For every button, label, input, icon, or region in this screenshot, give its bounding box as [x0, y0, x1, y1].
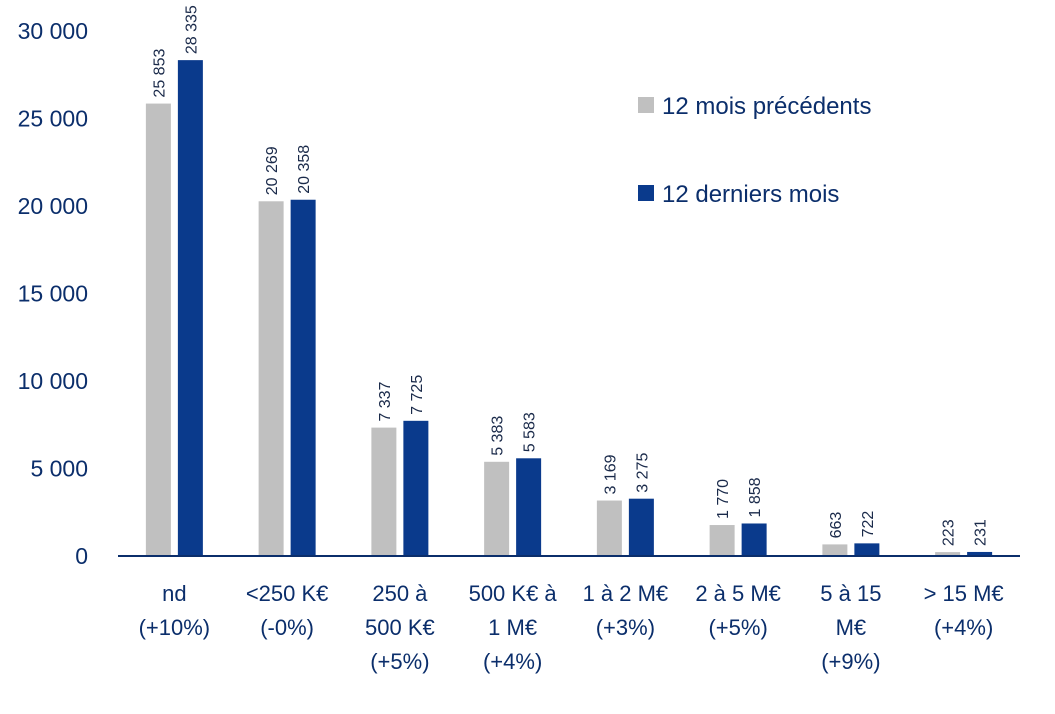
data-label: 20 269	[264, 146, 281, 195]
category-label: 250 à 500 K€ (+5%)	[365, 581, 435, 674]
data-label: 7 337	[377, 381, 394, 421]
data-label: 7 725	[409, 375, 426, 415]
y-axis: 0 5 000 10 000 15 000 20 000 25 000 30 000	[18, 18, 88, 569]
legend-swatch	[638, 97, 654, 113]
data-label: 3 169	[602, 454, 619, 494]
bar-last-12-months	[628, 498, 654, 556]
category-label: nd (+10%)	[139, 581, 211, 640]
bar-last-12-months	[741, 523, 767, 556]
bar-last-12-months	[967, 551, 993, 556]
data-labels: 25 853 28 335 20 269 20 358 7 337 7 725 5 383 5…	[151, 5, 989, 546]
data-label: 28 335	[183, 5, 200, 54]
y-tick-label: 10 000	[18, 368, 88, 394]
bar-previous-12-months	[484, 461, 510, 556]
y-tick-label: 5 000	[30, 456, 88, 482]
data-label: 663	[828, 512, 845, 539]
data-label: 722	[860, 511, 877, 538]
y-tick-label: 20 000	[18, 193, 88, 219]
data-label: 20 358	[296, 145, 313, 194]
bar-previous-12-months	[709, 525, 735, 556]
category-label: 2 à 5 M€ (+5%)	[695, 581, 781, 640]
bar-last-12-months	[403, 420, 429, 556]
legend: 12 mois précédents 12 derniers mois	[638, 93, 871, 208]
bar-last-12-months	[290, 199, 316, 557]
bar-previous-12-months	[596, 500, 622, 556]
bar-previous-12-months	[258, 201, 284, 557]
data-label: 1 770	[715, 479, 732, 519]
y-tick-label: 25 000	[18, 106, 88, 132]
bar-previous-12-months	[145, 103, 171, 556]
bar-previous-12-months	[371, 427, 397, 556]
data-label: 5 383	[490, 416, 507, 456]
category-label: > 15 M€ (+4%)	[924, 581, 1004, 640]
bar-previous-12-months	[822, 544, 848, 556]
y-tick-label: 0	[75, 543, 88, 569]
y-tick-label: 30 000	[18, 18, 88, 44]
data-label: 231	[973, 519, 990, 546]
bar-last-12-months	[516, 458, 542, 556]
data-label: 1 858	[747, 477, 764, 517]
legend-label: 12 derniers mois	[662, 181, 839, 208]
category-label: <250 K€ (-0%)	[246, 581, 329, 640]
bar-last-12-months	[854, 543, 880, 556]
category-label: 5 à 15 M€ (+9%)	[820, 581, 881, 674]
data-label: 3 275	[634, 453, 651, 493]
data-label: 223	[941, 519, 958, 546]
bar-last-12-months	[177, 60, 203, 556]
y-tick-label: 15 000	[18, 281, 88, 307]
bar-previous-12-months	[935, 552, 961, 556]
legend-swatch	[638, 185, 654, 201]
data-label: 25 853	[151, 49, 168, 98]
legend-label: 12 mois précédents	[662, 93, 871, 120]
bars	[145, 60, 993, 557]
category-label: 1 à 2 M€ (+3%)	[583, 581, 669, 640]
data-label: 5 583	[522, 412, 539, 452]
x-axis: nd (+10%) <250 K€ (-0%) 250 à 500 K€ (+5%) 500 …	[139, 581, 1004, 674]
